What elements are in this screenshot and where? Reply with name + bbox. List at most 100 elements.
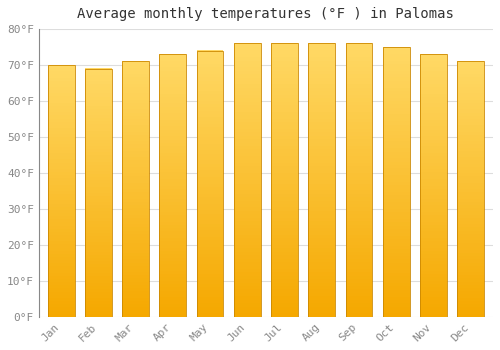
Bar — [383, 84, 409, 88]
Bar — [271, 238, 298, 242]
Bar — [383, 57, 409, 61]
Bar — [122, 96, 149, 100]
Bar — [383, 293, 409, 296]
Bar — [234, 122, 260, 125]
Bar — [346, 286, 372, 289]
Bar — [160, 116, 186, 120]
Bar — [346, 122, 372, 125]
Bar — [383, 303, 409, 307]
Bar — [160, 139, 186, 143]
Bar — [85, 202, 112, 205]
Bar — [48, 71, 74, 75]
Bar — [196, 293, 224, 297]
Bar — [458, 96, 484, 100]
Bar — [85, 171, 112, 174]
Bar — [308, 210, 335, 214]
Bar — [308, 98, 335, 101]
Bar — [458, 179, 484, 183]
Bar — [196, 310, 224, 314]
Bar — [383, 222, 409, 226]
Bar — [85, 193, 112, 196]
Bar — [420, 175, 447, 179]
Bar — [85, 177, 112, 180]
Bar — [196, 313, 224, 317]
Bar — [383, 246, 409, 249]
Bar — [271, 268, 298, 272]
Bar — [160, 234, 186, 238]
Bar — [383, 269, 409, 273]
Bar — [420, 261, 447, 264]
Bar — [420, 136, 447, 140]
Bar — [48, 153, 74, 156]
Bar — [234, 111, 260, 115]
Bar — [420, 90, 447, 93]
Bar — [308, 84, 335, 88]
Bar — [160, 313, 186, 317]
Bar — [383, 97, 409, 101]
Bar — [458, 230, 484, 234]
Bar — [160, 284, 186, 287]
Bar — [196, 64, 224, 67]
Bar — [196, 84, 224, 87]
Bar — [196, 203, 224, 207]
Bar — [160, 182, 186, 186]
Bar — [234, 142, 260, 146]
Bar — [234, 272, 260, 276]
Bar — [308, 200, 335, 204]
Bar — [85, 69, 112, 317]
Bar — [234, 166, 260, 170]
Bar — [346, 159, 372, 163]
Bar — [383, 175, 409, 178]
Bar — [346, 241, 372, 245]
Bar — [308, 43, 335, 317]
Bar — [308, 180, 335, 183]
Bar — [85, 292, 112, 295]
Bar — [308, 173, 335, 177]
Bar — [308, 70, 335, 74]
Bar — [383, 47, 409, 317]
Bar — [346, 293, 372, 296]
Bar — [122, 64, 149, 68]
Bar — [346, 194, 372, 197]
Bar — [271, 43, 298, 317]
Bar — [234, 125, 260, 129]
Bar — [271, 163, 298, 167]
Bar — [122, 141, 149, 145]
Bar — [85, 295, 112, 298]
Bar — [458, 166, 484, 170]
Bar — [308, 310, 335, 313]
Bar — [234, 303, 260, 307]
Bar — [85, 288, 112, 292]
Bar — [458, 304, 484, 307]
Bar — [308, 194, 335, 197]
Bar — [234, 98, 260, 101]
Bar — [271, 84, 298, 88]
Bar — [383, 91, 409, 94]
Bar — [458, 71, 484, 74]
Bar — [122, 192, 149, 196]
Bar — [48, 197, 74, 200]
Bar — [383, 239, 409, 243]
Bar — [271, 47, 298, 50]
Bar — [85, 127, 112, 131]
Bar — [122, 160, 149, 163]
Bar — [196, 54, 224, 57]
Bar — [234, 94, 260, 98]
Bar — [346, 217, 372, 221]
Bar — [48, 272, 74, 276]
Bar — [346, 231, 372, 235]
Bar — [196, 226, 224, 230]
Bar — [196, 153, 224, 157]
Bar — [196, 77, 224, 80]
Bar — [122, 179, 149, 183]
Bar — [346, 180, 372, 183]
Bar — [383, 195, 409, 199]
Bar — [48, 282, 74, 285]
Bar — [458, 144, 484, 148]
Bar — [122, 163, 149, 167]
Bar — [196, 200, 224, 204]
Bar — [196, 177, 224, 180]
Bar — [160, 251, 186, 254]
Bar — [122, 237, 149, 240]
Bar — [271, 289, 298, 293]
